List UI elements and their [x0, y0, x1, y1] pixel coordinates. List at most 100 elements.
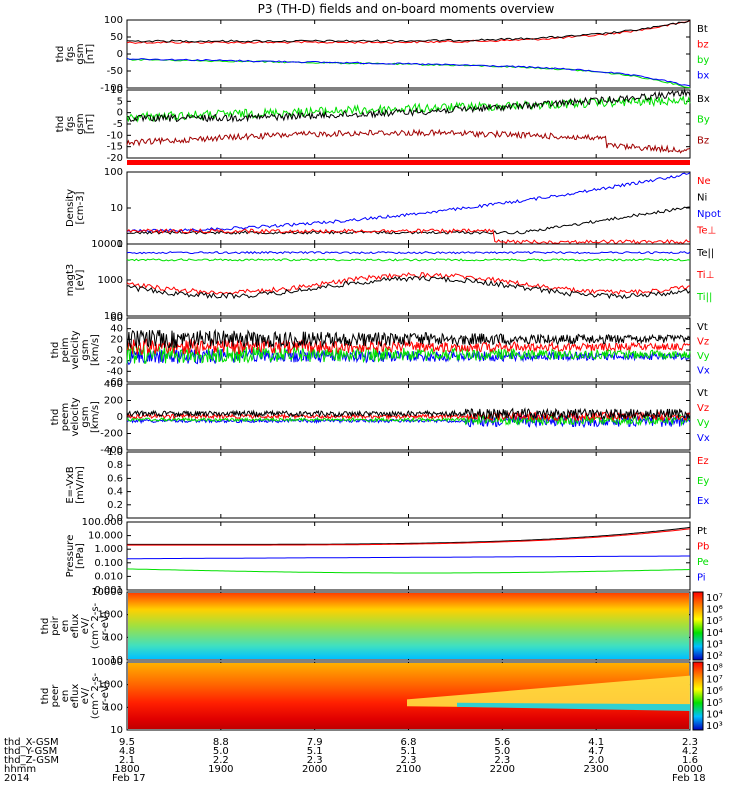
- footer-value: 4.8: [119, 746, 135, 757]
- y-tick-label: 200: [104, 396, 123, 407]
- footer-value: 2.3: [307, 755, 323, 766]
- footer-value: 5.6: [494, 737, 510, 748]
- y-tick-label: -15: [107, 142, 123, 153]
- panel-frame: [126, 89, 691, 159]
- footer-value: 9.5: [119, 737, 135, 748]
- series-Pi: [126, 568, 691, 574]
- y-axis-label: [mV/m]: [75, 466, 86, 504]
- footer-row-label: thd_X-GSM: [4, 737, 59, 748]
- y-axis-label: thd: [55, 46, 66, 63]
- y-tick-label: 5: [117, 96, 123, 107]
- y-tick-label: 10: [110, 203, 123, 214]
- legend-entry: Vx: [697, 433, 710, 444]
- series-bz: [126, 20, 691, 44]
- panel-p10: 10000 1000 100 10 thd peer en eflux eV/(cm^2-s-s…: [40, 657, 723, 736]
- series-Vy: [126, 344, 691, 365]
- y-axis-label: thd: [40, 688, 51, 705]
- y-tick-label: -50: [107, 66, 123, 77]
- legend-entry: Ti||: [696, 292, 712, 303]
- y-tick-label: 0: [117, 108, 123, 119]
- footer-value: 5.1: [401, 746, 417, 757]
- y-axis-label: gsm: [80, 339, 91, 360]
- y-axis-label: [km/s]: [90, 334, 101, 366]
- y-tick-label: 0.6: [107, 473, 123, 484]
- series-Vt: [126, 407, 691, 421]
- y-axis-label: [km/s]: [90, 401, 101, 433]
- legend-entry: Vy: [697, 418, 710, 429]
- legend-entry: Vz: [697, 403, 709, 414]
- footer-row-label: thd_Y-GSM: [4, 746, 57, 757]
- y-tick-label: -400: [100, 445, 123, 456]
- series-Ti-par: [126, 258, 691, 262]
- panel-frame: [126, 317, 691, 383]
- series-Pe: [127, 555, 690, 560]
- colorbar-tick-label: 10³: [706, 639, 723, 650]
- panel-p1: 100 50 0 -50 -100 thd fgs gsm [nT] Bt bz by bx: [55, 15, 709, 94]
- y-tick-label: 40: [110, 324, 123, 335]
- panel-p6: 400 200 0 -200 -400 thd peem velocity gsm [km/s] V…: [50, 379, 710, 456]
- legend-entry: Vt: [697, 322, 708, 333]
- series-bx: [126, 57, 691, 87]
- footer-value: 2.3: [494, 755, 510, 766]
- footer-date-end: Feb 18: [672, 773, 706, 784]
- y-tick-label: 0.0: [107, 513, 123, 524]
- footer-row-label: hhmm: [4, 764, 36, 775]
- y-tick-label: -5: [113, 119, 123, 130]
- y-tick-label: -200: [100, 429, 123, 440]
- colorbar: [692, 661, 704, 731]
- y-axis-label: thd: [50, 342, 61, 359]
- y-axis-label: Density: [65, 189, 76, 227]
- legend-entry: Pt: [697, 526, 707, 537]
- figure-title: P3 (TH-D) fields and on-board moments ov…: [258, 2, 555, 16]
- panel-p9: 10000 1000 100 10 thd peir en eflux eV/(cm^2-s-s…: [40, 587, 723, 666]
- y-tick-label: 10: [110, 725, 123, 736]
- footer-value: 6.8: [401, 737, 417, 748]
- series-By: [126, 95, 691, 123]
- y-axis-label: peem: [60, 403, 71, 431]
- y-tick-label: 1000: [98, 275, 123, 286]
- y-tick-label: 100: [104, 15, 123, 26]
- legend-entry: Ez: [697, 456, 709, 467]
- y-axis-label: Pressure: [65, 535, 76, 578]
- legend-entry: Bz: [697, 135, 709, 146]
- footer-value: 2.1: [119, 755, 135, 766]
- y-tick-label: 0: [117, 49, 123, 60]
- y-tick-label: -20: [107, 356, 123, 367]
- series-Bt: [126, 19, 691, 43]
- panel-p3: 100 10 1 Density [cm-3] Ne Ni Npot Te⊥: [65, 167, 721, 250]
- y-axis-label: peim: [60, 337, 71, 362]
- legend-entry: Pi: [697, 573, 706, 584]
- series-Te-perp: [126, 250, 691, 255]
- y-axis-label: eV/: [80, 687, 91, 704]
- footer-value: 4.7: [588, 746, 604, 757]
- series-Ti-perp: [126, 272, 691, 296]
- y-tick-label: 0.010: [94, 571, 123, 582]
- y-axis-label: E=-VxB: [65, 466, 76, 503]
- y-axis-label: velocity: [70, 397, 81, 436]
- panel-frame: [126, 243, 691, 317]
- footer-value: 2000: [302, 764, 327, 775]
- footer-value: 1800: [114, 764, 139, 775]
- y-tick-label: 1: [117, 239, 123, 250]
- colorbar: [692, 591, 704, 661]
- y-tick-label: 100.000: [82, 517, 123, 528]
- legend-entry: Te⊥: [696, 226, 716, 237]
- y-axis-label: peer: [50, 684, 61, 708]
- footer-value: 4.1: [588, 737, 604, 748]
- legend-entry: by: [697, 55, 709, 66]
- y-tick-label: -40: [107, 366, 123, 377]
- y-axis-label: [nT]: [85, 114, 96, 134]
- footer-value: 2200: [490, 764, 515, 775]
- y-axis-label: fgs: [65, 116, 76, 131]
- legend-entry: Ni: [697, 193, 707, 204]
- colorbar-tick-label: 10³: [706, 721, 723, 732]
- y-axis-label: eV/: [80, 617, 91, 634]
- y-axis-label: gsm: [75, 43, 86, 64]
- y-tick-label: 1000: [98, 680, 123, 691]
- y-axis-label: (cm^2-s-: [90, 602, 101, 649]
- y-axis-label: sr-eV): [100, 611, 111, 640]
- series-Ni: [126, 206, 691, 235]
- legend-entry: Ti⊥: [696, 270, 714, 281]
- legend-entry: By: [697, 115, 710, 126]
